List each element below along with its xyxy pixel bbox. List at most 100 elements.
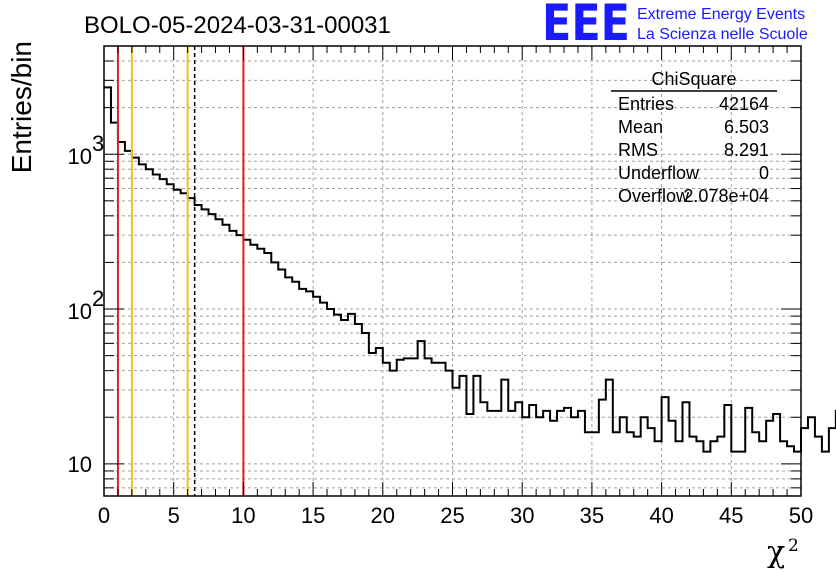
histogram-bin [543,411,550,496]
histogram-bin [494,411,501,496]
stats-label: RMS [618,140,658,160]
histogram-bin [369,353,376,496]
histogram-bin [216,219,223,496]
histogram-bin [780,441,787,496]
histogram-bin [487,411,494,496]
histogram-bin [418,341,425,496]
histogram-bin [508,411,515,496]
x-tick-label: 45 [719,503,743,528]
histogram-bin [153,174,160,496]
histogram-bin [160,179,167,496]
histogram-bin [146,169,153,496]
histogram-bin [181,193,188,496]
stats-value: 6.503 [724,117,769,137]
histogram-bin [710,441,717,496]
histogram-bin [759,441,766,496]
y-axis-label: Entries/bin [6,41,37,173]
histogram-bin [104,87,111,496]
y-tick-label: 10 [68,299,92,324]
histogram-bin [459,376,466,496]
histogram-bin [592,432,599,496]
histogram-bin [313,297,320,496]
histogram-bin [118,142,125,496]
histogram-bin [320,303,327,496]
x-axis-label: χ [767,535,785,570]
x-tick-label: 5 [168,503,180,528]
histogram-bin [676,441,683,496]
histogram-bin [829,428,836,496]
eee-logo: EEE Extreme Energy Events La Scienza nel… [542,0,808,52]
histogram-bin [717,437,724,496]
stats-box: ChiSquare Entries 42164 Mean 6.503 RMS 8… [611,69,777,206]
histogram-bin [299,289,306,496]
histogram-bin [801,428,808,496]
histogram-bin [599,400,606,496]
histogram-bin [404,358,411,496]
x-tick-label: 40 [649,503,673,528]
histogram-bin [278,270,285,496]
histogram-bin [397,360,404,496]
x-tick-label: 20 [371,503,395,528]
histogram-bin [411,358,418,496]
histogram-bin [195,205,202,496]
histogram-bin [132,158,139,496]
histogram-bin [243,240,250,496]
stats-value: 8.291 [724,140,769,160]
histogram-bin [606,380,613,496]
histogram-bin [689,437,696,496]
histogram-bin [348,314,355,496]
stats-label: Underflow [618,163,700,183]
histogram-bin [648,428,655,496]
histogram-bin [696,441,703,496]
histogram-bin [167,184,174,496]
histogram-bin [425,358,432,496]
y-tick-exponent: 3 [92,131,104,156]
histogram-bin [634,437,641,496]
histogram-bin [453,388,460,496]
histogram-bin [439,363,446,496]
x-tick-label: 35 [580,503,604,528]
histogram-bin [564,408,571,496]
histogram-bin [613,432,620,496]
histogram-bin [557,411,564,496]
stats-value: 0 [759,163,769,183]
histogram-bin [766,421,773,496]
histogram-bin [446,371,453,496]
histogram-bin [139,164,146,496]
histogram-bin [271,262,278,496]
histogram-bin [250,245,257,496]
stats-value: 42164 [719,94,769,114]
histogram-bin [738,452,745,496]
histogram-bin [202,209,209,496]
histogram-bin [292,282,299,496]
x-tick-label: 10 [231,503,255,528]
histogram-bin [529,405,536,496]
x-tick-label: 15 [301,503,325,528]
histogram-bin [773,414,780,496]
histogram-bin [390,371,397,496]
histogram-bin [473,376,480,496]
histogram-bin [334,315,341,496]
histogram-bin [264,253,271,496]
histogram-bin [815,437,822,496]
chart-title: BOLO-05-2024-03-31-00031 [84,12,391,39]
logo-line-1: Extreme Energy Events [637,6,805,23]
histogram-bin [571,417,578,496]
eee-logo-mark: EEE [542,0,630,52]
histogram-bin [703,452,710,496]
histogram-bin [432,363,439,496]
histogram-bin [480,402,487,496]
histogram-bin [362,333,369,496]
y-tick-label: 10 [68,452,92,477]
histogram-bin [188,198,195,496]
histogram-bin [257,249,264,496]
histogram-bin [236,235,243,496]
histogram-bin [466,414,473,496]
histogram-steps [104,86,836,453]
stats-title: ChiSquare [651,69,736,89]
histogram-bin [125,151,132,496]
stats-value: 2.078e+04 [683,186,769,206]
histogram-bin [209,214,216,496]
